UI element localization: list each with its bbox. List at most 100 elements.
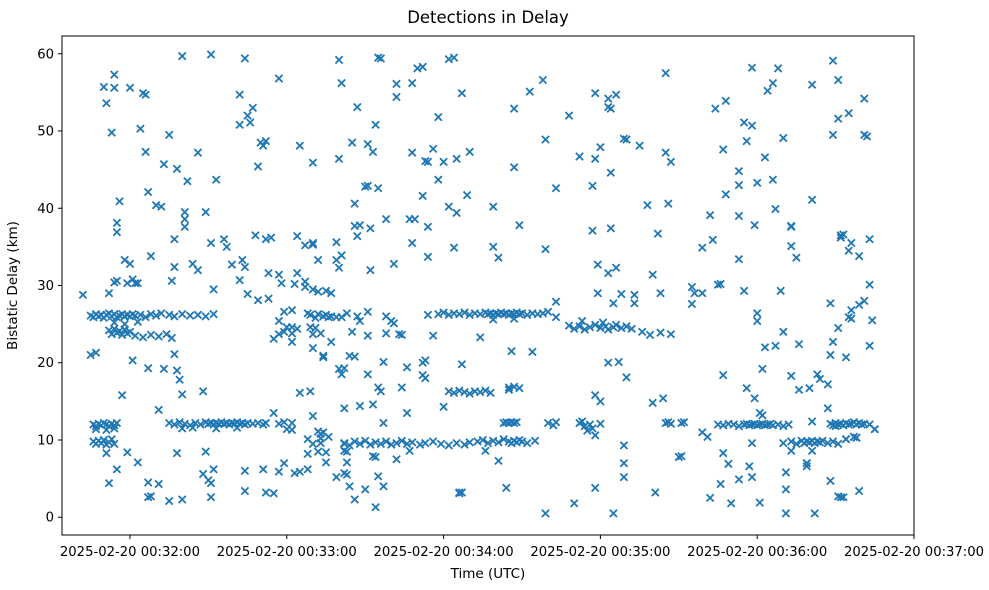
data-point	[421, 438, 430, 448]
data-point	[368, 400, 378, 409]
data-point	[143, 187, 153, 197]
data-point	[752, 178, 762, 188]
data-point	[125, 259, 135, 269]
data-point	[434, 175, 443, 184]
data-point	[781, 509, 791, 518]
data-point	[295, 141, 305, 150]
data-point	[274, 467, 284, 476]
x-tick-label: 2025-02-20 00:37:00	[844, 545, 984, 560]
data-point	[316, 438, 325, 448]
data-point	[206, 478, 216, 488]
data-point	[666, 157, 676, 167]
data-point	[185, 311, 195, 320]
data-point	[193, 265, 203, 275]
data-point	[193, 310, 203, 320]
data-point	[742, 136, 751, 146]
data-point	[279, 327, 289, 337]
data-point	[483, 438, 493, 448]
data-point	[656, 328, 665, 337]
data-point	[515, 383, 524, 393]
data-point	[588, 424, 597, 433]
data-point	[104, 478, 114, 488]
data-point	[407, 438, 417, 447]
data-point	[360, 182, 370, 191]
data-point	[805, 383, 814, 393]
data-point	[319, 351, 328, 361]
data-point	[687, 299, 697, 309]
data-point	[170, 234, 179, 244]
data-point	[164, 496, 174, 506]
data-point	[340, 404, 349, 413]
data-point	[180, 222, 190, 232]
data-point	[292, 231, 302, 241]
data-point	[786, 437, 796, 446]
data-point	[232, 423, 242, 432]
data-point	[784, 420, 793, 429]
data-point	[303, 449, 312, 459]
data-point	[188, 423, 197, 432]
data-point	[141, 312, 150, 322]
data-point	[786, 222, 796, 232]
data-point	[321, 448, 331, 457]
data-point	[99, 435, 109, 445]
data-point	[368, 147, 378, 157]
data-point	[747, 438, 757, 448]
data-point	[112, 227, 122, 237]
data-point	[747, 121, 757, 130]
data-point	[363, 331, 373, 340]
data-point	[786, 241, 796, 251]
data-point	[847, 238, 856, 248]
data-point	[423, 222, 433, 232]
data-point	[465, 389, 474, 398]
data-point	[755, 498, 765, 507]
data-point	[870, 424, 880, 434]
data-point	[350, 437, 359, 446]
data-point	[201, 312, 210, 321]
data-point	[164, 130, 174, 140]
data-point	[596, 397, 605, 406]
data-point	[167, 333, 177, 343]
data-point	[363, 307, 373, 317]
data-point	[739, 286, 749, 296]
plot-area	[62, 36, 914, 535]
data-point	[747, 472, 757, 482]
data-point	[543, 418, 553, 428]
data-point	[637, 327, 647, 337]
data-point	[449, 388, 459, 398]
data-point	[630, 290, 639, 300]
data-point	[541, 509, 550, 518]
data-point	[423, 310, 433, 320]
data-point	[350, 221, 359, 231]
data-point	[648, 398, 657, 408]
data-point	[585, 322, 595, 332]
data-point	[423, 157, 433, 167]
data-point	[428, 144, 438, 154]
data-point	[332, 255, 341, 265]
data-point	[421, 373, 430, 383]
data-point	[172, 366, 182, 375]
data-point	[313, 287, 323, 296]
data-point	[381, 214, 391, 224]
data-point	[418, 62, 427, 72]
data-point	[240, 54, 250, 63]
data-point	[708, 235, 718, 245]
data-point	[308, 439, 318, 449]
data-point	[457, 360, 467, 369]
data-point	[865, 280, 874, 289]
data-point	[130, 278, 140, 288]
data-point	[355, 439, 365, 449]
data-point	[449, 53, 459, 62]
data-point	[849, 432, 859, 442]
data-point	[211, 424, 221, 433]
data-point	[603, 268, 613, 278]
data-point	[826, 299, 835, 308]
data-point	[839, 492, 848, 502]
data-point	[509, 314, 519, 323]
data-point	[564, 321, 574, 330]
y-tick-label: 40	[37, 202, 54, 217]
data-point	[418, 191, 427, 201]
data-point	[833, 439, 843, 449]
data-point	[718, 370, 728, 380]
data-point	[852, 433, 861, 442]
data-point	[590, 431, 600, 440]
